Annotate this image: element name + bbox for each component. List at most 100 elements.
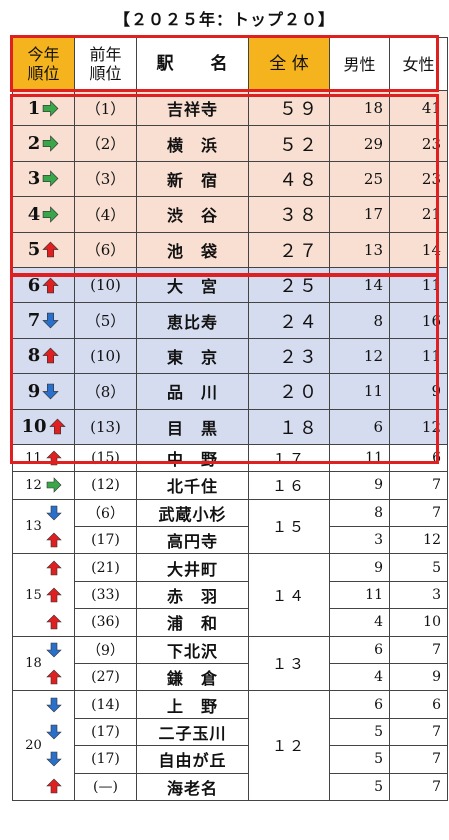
current-rank: 3 <box>27 168 41 190</box>
header-station: 駅 名 <box>136 37 249 91</box>
page-title: 【２０２５年：トップ２０】 <box>113 10 335 29</box>
male-votes: 18 <box>329 89 390 127</box>
male-votes: 11 <box>329 443 390 473</box>
previous-rank: （9） <box>74 635 137 665</box>
male-votes: 29 <box>329 125 390 162</box>
table-row: (17) 二子玉川 5 7 <box>13 717 448 747</box>
ranking-table: 今年 順位 前年 順位 駅 名 全 体 男性 女性 1 （1） 吉祥寺 ５９ 18 41 2… <box>12 37 448 801</box>
previous-rank: (—) <box>74 772 137 801</box>
arrow-up-icon <box>48 418 66 435</box>
female-votes: 7 <box>389 471 448 500</box>
rank-with-arrow: 7 <box>28 310 60 331</box>
total-votes: ２０ <box>248 373 330 410</box>
current-rank: 9 <box>27 380 41 402</box>
header-current-rank-line1: 今年 <box>27 45 60 64</box>
male-votes: 12 <box>329 337 390 375</box>
table-row: 12 (12) 北千住 １６ 9 7 <box>12 471 448 500</box>
current-rank-cell: 15 <box>12 553 75 637</box>
station-name: 武蔵小杉 <box>136 498 249 528</box>
header-previous-rank: 前年 順位 <box>74 37 137 91</box>
previous-rank: （6） <box>74 231 137 268</box>
station-name: 北千住 <box>136 471 249 500</box>
rank-11-20-group: 11 (15) 中 野 １７ 11 6 12 (12) 北千住 １６ 9 7 13 （6） 武蔵小杉 １５ 8 7… <box>12 443 448 801</box>
previous-rank: (33) <box>74 580 137 610</box>
arrow-down-icon <box>46 697 62 713</box>
female-votes: 5 <box>389 553 448 582</box>
arrow-right-icon <box>42 135 59 152</box>
arrow-down-icon <box>42 383 59 400</box>
male-votes: 17 <box>329 196 390 233</box>
arrow-right-icon <box>42 206 59 223</box>
female-votes: 16 <box>389 302 448 339</box>
total-votes: １３ <box>248 635 330 692</box>
rank-with-arrows: 13 <box>25 505 62 548</box>
current-rank: 5 <box>27 239 41 261</box>
header-male: 男性 <box>329 37 390 91</box>
previous-rank: （4） <box>74 196 137 233</box>
table-row: 10 (13) 目 黒 １８ 6 12 <box>12 408 448 445</box>
female-votes: 9 <box>389 663 448 692</box>
male-votes: 13 <box>329 231 390 268</box>
previous-rank: (21) <box>74 553 137 582</box>
current-rank: 6 <box>27 274 41 296</box>
top10-group: 6 (10) 大 宮 ２５ 14 11 7 （5） 恵比寿 ２４ 8 16 8 (10) 東 京 ２３ 12 11… <box>12 266 448 445</box>
previous-rank: (17) <box>74 745 137 774</box>
arrow-stack <box>46 477 62 494</box>
arrow-up-icon <box>42 347 59 364</box>
female-votes: 11 <box>389 266 448 304</box>
total-votes: ２５ <box>248 266 330 304</box>
station-name: 新 宿 <box>136 160 249 198</box>
arrow-down-icon <box>42 312 59 329</box>
arrow-stack <box>46 450 62 466</box>
female-votes: 6 <box>389 443 448 473</box>
rank-with-arrow: 3 <box>28 168 60 189</box>
current-rank: 12 <box>25 477 42 493</box>
male-votes: 11 <box>329 580 390 610</box>
arrow-down-icon <box>46 505 62 521</box>
header-total: 全 体 <box>248 37 330 91</box>
male-votes: 4 <box>329 663 390 692</box>
arrow-stack <box>46 642 62 685</box>
male-votes: 5 <box>329 717 390 747</box>
table-row: (33) 赤 羽 11 3 <box>13 580 448 610</box>
total-votes: １２ <box>248 690 330 801</box>
male-votes: 14 <box>329 266 390 304</box>
female-votes: 23 <box>389 160 448 198</box>
current-rank: 8 <box>27 345 41 367</box>
male-votes: 8 <box>329 498 390 528</box>
table-row: (—) 海老名 5 7 <box>13 772 448 801</box>
arrow-stack <box>46 697 62 794</box>
station-name: 自由が丘 <box>136 745 249 774</box>
rank-with-arrows: 15 <box>25 560 62 630</box>
previous-rank: (12) <box>74 471 137 500</box>
current-rank: 1 <box>27 97 41 119</box>
male-votes: 6 <box>329 635 390 665</box>
arrow-stack <box>46 505 62 548</box>
table-row: 4 （4）渋 谷 ３８ 17 21 <box>12 196 448 233</box>
rank-with-arrow: 8 <box>28 345 60 366</box>
header-previous-rank-line2: 順位 <box>89 64 122 83</box>
current-rank-cell: 2 <box>12 125 75 162</box>
previous-rank: （5） <box>74 302 137 339</box>
male-votes: 5 <box>329 745 390 774</box>
top5-group: 1 （1） 吉祥寺 ５９ 18 41 2 （2）横 浜 ５２ 29 23 3 （3）新 宿 ４８ 25 23 4… <box>12 89 448 268</box>
station-name: 品 川 <box>136 373 249 410</box>
header-previous-rank-line1: 前年 <box>89 45 122 64</box>
current-rank-cell: 20 <box>12 690 75 801</box>
current-rank-cell: 11 <box>12 443 75 473</box>
current-rank: 2 <box>27 133 41 155</box>
station-name: 二子玉川 <box>136 717 249 747</box>
previous-rank: (10) <box>74 337 137 375</box>
rank-with-arrow: 4 <box>28 204 60 225</box>
rank-with-arrows: 18 <box>25 642 62 685</box>
total-votes: １８ <box>248 408 330 445</box>
male-votes: 11 <box>329 373 390 410</box>
arrow-up-icon <box>46 560 62 576</box>
table-row: 5 （6）池 袋 ２７ 13 14 <box>12 231 448 268</box>
table-row: 7 （5） 恵比寿 ２４ 8 16 <box>12 302 448 339</box>
current-rank-cell: 18 <box>12 635 75 692</box>
female-votes: 3 <box>389 580 448 610</box>
rank-with-arrow: 5 <box>28 239 60 260</box>
male-votes: 8 <box>329 302 390 339</box>
arrow-up-icon <box>46 532 62 548</box>
